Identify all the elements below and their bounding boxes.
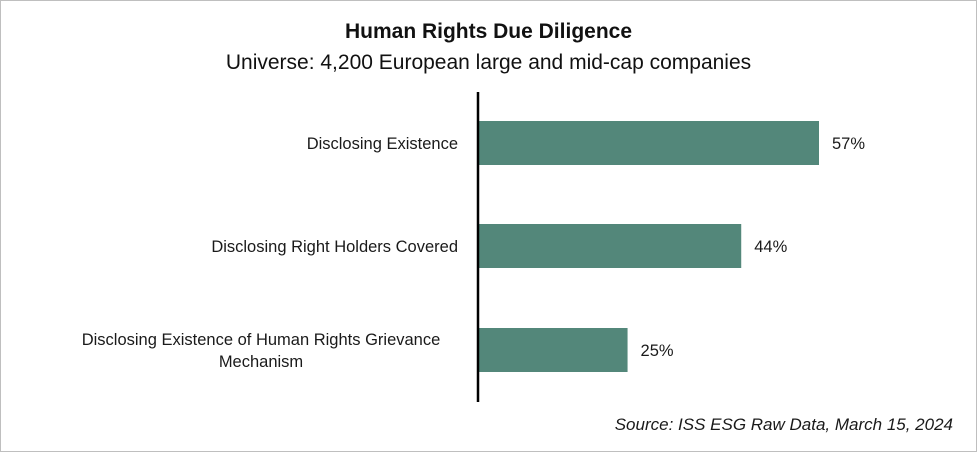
category-label-3: Disclosing Existence of Human Rights Gri…: [82, 331, 441, 371]
bar-2: [478, 224, 742, 268]
category-label-2: Disclosing Right Holders Covered: [211, 238, 458, 256]
category-label-1: Disclosing Existence: [307, 135, 458, 153]
chart-title: Human Rights Due Diligence: [344, 20, 633, 43]
bar-3: [478, 328, 628, 372]
data-label-2: 44%: [754, 238, 787, 256]
chart-subtitle: Universe: 4,200 European large and mid-c…: [225, 51, 752, 74]
data-label-1: 57%: [832, 135, 865, 153]
data-label-3: 25%: [641, 342, 674, 360]
source-note: Source: ISS ESG Raw Data, March 15, 2024: [614, 415, 953, 434]
bar-1: [478, 121, 819, 165]
